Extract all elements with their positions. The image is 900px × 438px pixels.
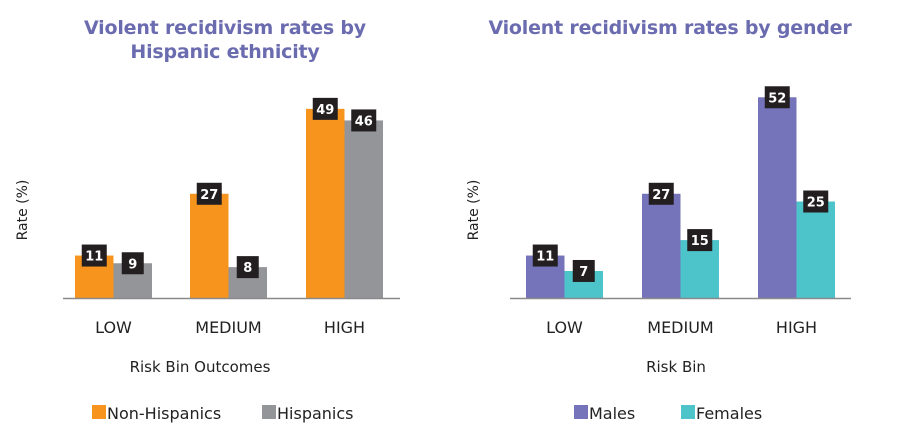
data-label-box [81, 244, 107, 267]
x-axis-title: Risk Bin [646, 358, 706, 376]
chart-gender: Rate (%) LOW MEDIUM HIGH 11 7 27 15 52 25 Risk Bin… [466, 86, 851, 423]
data-label: 27 [652, 188, 670, 203]
legend-label: Males [589, 404, 635, 423]
data-label-box [764, 86, 790, 109]
data-label: 7 [579, 265, 588, 280]
x-tick-label: LOW [95, 318, 132, 337]
data-label-box [803, 190, 829, 213]
chart-title-ethnicity: Violent recidivism rates by Hispanic eth… [40, 16, 410, 64]
legend-label: Non-Hispanics [107, 404, 221, 423]
bar-non-hispanics-high [306, 108, 345, 298]
legend-swatch [262, 405, 276, 419]
chart-ethnicity: Rate (%) LOW MEDIUM HIGH 11 9 27 8 49 46 Risk Bin … [15, 97, 400, 423]
data-label-box [687, 229, 713, 252]
legend-swatch [574, 405, 588, 419]
data-label: 9 [128, 257, 137, 272]
chart-title-gender: Violent recidivism rates by gender [460, 16, 880, 40]
legend-swatch [92, 405, 106, 419]
data-label: 27 [200, 188, 218, 203]
bar-non-hispanics-medium [190, 193, 229, 298]
data-label: 8 [243, 261, 252, 276]
data-label: 49 [316, 103, 334, 118]
legend-item-non-hispanics: Non-Hispanics [92, 404, 221, 423]
chart-title-line: Violent recidivism rates by gender [488, 17, 852, 39]
data-label: 52 [768, 91, 786, 106]
bar-males-high [758, 97, 797, 298]
data-label: 11 [536, 250, 554, 265]
legend-item-hispanics: Hispanics [262, 404, 354, 423]
y-axis-label: Rate (%) [466, 180, 482, 241]
data-label: 25 [807, 196, 825, 211]
data-label-box [196, 182, 222, 205]
data-label-box [312, 97, 338, 120]
legend-item-males: Males [574, 404, 635, 423]
y-axis-label: Rate (%) [15, 180, 31, 241]
bar-males-medium [642, 193, 681, 298]
legend-swatch [681, 405, 695, 419]
data-label-box [572, 259, 595, 282]
x-tick-label: HIGH [324, 318, 365, 337]
legend-label: Females [696, 404, 762, 423]
data-label: 46 [355, 114, 373, 129]
data-label: 11 [85, 250, 103, 265]
x-axis-title: Risk Bin Outcomes [130, 358, 271, 376]
x-tick-label: HIGH [776, 318, 817, 337]
chart-title-line: Hispanic ethnicity [130, 41, 320, 63]
data-label-box [351, 109, 377, 132]
legend-label: Hispanics [277, 404, 354, 423]
data-label-box [648, 182, 674, 205]
data-label-box [532, 244, 558, 267]
x-tick-label: MEDIUM [647, 318, 713, 337]
x-tick-label: MEDIUM [195, 318, 261, 337]
x-tick-label: LOW [546, 318, 583, 337]
data-label-box [121, 252, 144, 275]
chart-title-line: Violent recidivism rates by [84, 17, 366, 39]
data-label-box [236, 256, 259, 279]
data-label: 15 [691, 234, 709, 249]
legend-item-females: Females [681, 404, 762, 423]
bar-females-high [796, 201, 835, 298]
bar-hispanics-high [344, 120, 383, 298]
